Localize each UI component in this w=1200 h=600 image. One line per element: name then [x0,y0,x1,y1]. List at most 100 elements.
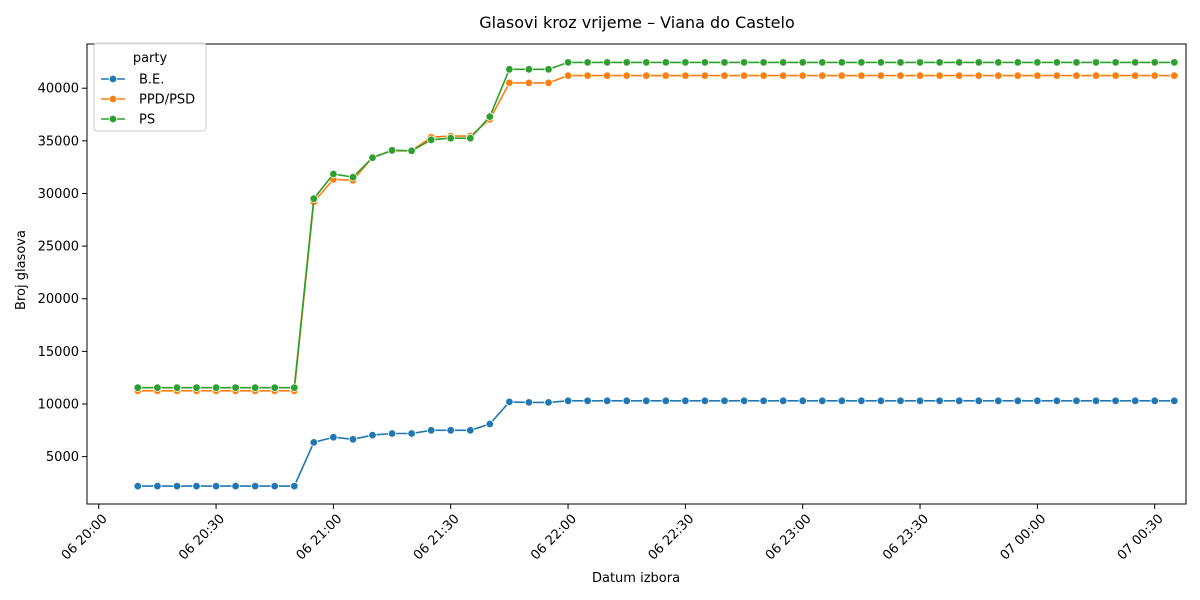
data-point [1091,71,1101,80]
data-point [642,71,651,80]
data-point [505,65,514,74]
data-point [563,71,573,80]
data-point [759,58,768,67]
data-point [1052,58,1062,67]
data-point [681,71,690,80]
data-point [994,71,1003,80]
data-point [1150,71,1159,80]
data-point [915,71,925,80]
y-tick-label: 10000 [38,398,79,413]
data-point [935,71,944,80]
data-point [759,71,768,80]
data-point [427,426,436,435]
data-point [661,396,670,405]
data-point [1111,396,1120,405]
plot-frame [86,43,1187,505]
data-point [915,58,925,67]
data-point [700,58,710,67]
series-b-e- [133,396,1179,491]
x-tick-label: 06 22:30 [646,512,698,564]
data-point [700,396,710,405]
data-point [563,58,573,67]
data-point [974,71,983,80]
data-point [505,78,514,88]
data-point [368,153,377,162]
data-point [524,65,534,74]
data-point [896,396,905,405]
data-point [1033,396,1042,405]
data-point [563,396,573,405]
y-axis: 5000 10000 15000 20000 25000 30000 35000 40000 [38,82,87,465]
data-point [798,71,807,80]
data-point [387,429,397,438]
x-tick-label: 07 00:30 [1115,512,1167,564]
data-point [485,419,494,429]
data-point [974,58,983,67]
data-point [681,58,690,67]
y-tick-label: 15000 [38,345,79,360]
data-point [524,398,534,407]
data-point [857,58,866,67]
data-point [368,430,377,440]
x-tick-label: 07 00:00 [998,512,1050,564]
data-point [779,71,788,80]
data-point [172,383,182,392]
series-line [137,61,1175,389]
data-point [583,58,592,67]
data-point [955,58,964,67]
data-point [876,71,886,80]
data-point [1091,58,1101,67]
data-point [661,58,670,67]
data-point [603,58,612,67]
data-point [1130,396,1140,405]
data-point [133,383,142,392]
data-point [876,58,886,67]
data-point [583,71,592,80]
data-point [935,58,944,67]
data-point [544,78,553,88]
legend: party B.E. PPD/PSD PS [93,42,207,132]
data-point [427,135,436,144]
x-tick-label: 06 20:30 [176,512,228,564]
data-point [290,383,299,392]
data-point [700,71,710,80]
y-tick-label: 20000 [38,292,79,307]
data-point [1033,58,1042,67]
data-point [1170,58,1179,67]
data-point [153,383,162,392]
data-point [642,396,651,405]
data-point [1072,58,1081,67]
series-ps [133,58,1179,392]
data-point [172,481,182,491]
legend-marker [108,114,118,124]
data-point [211,481,221,491]
data-point [270,481,279,491]
data-point [935,396,944,405]
y-tick-label: 35000 [38,134,79,149]
data-point [622,396,631,405]
data-point [466,426,475,435]
legend-title: party [133,51,168,66]
data-point [603,396,612,405]
x-tick-label: 06 23:30 [880,512,932,564]
y-axis-title: Broj glasova [14,230,29,310]
data-point [153,481,162,491]
data-point [622,71,631,80]
legend-box [93,42,207,132]
data-point [1013,71,1022,80]
data-point [211,383,221,392]
data-point [1013,58,1022,67]
legend-label: PPD/PSD [139,93,195,108]
y-tick-label: 25000 [38,240,79,255]
data-point [915,396,925,405]
data-point [876,396,886,405]
data-point [739,58,749,67]
data-point [466,133,475,143]
series-layer [133,58,1179,491]
chart-title: Glasovi kroz vrijeme – Viana do Castelo [479,13,795,32]
x-axis: 06 20:00 06 20:30 06 21:00 06 21:30 06 22:00… [59,504,1167,563]
series-line [137,74,1175,392]
data-point [661,71,670,80]
data-point [524,78,534,88]
